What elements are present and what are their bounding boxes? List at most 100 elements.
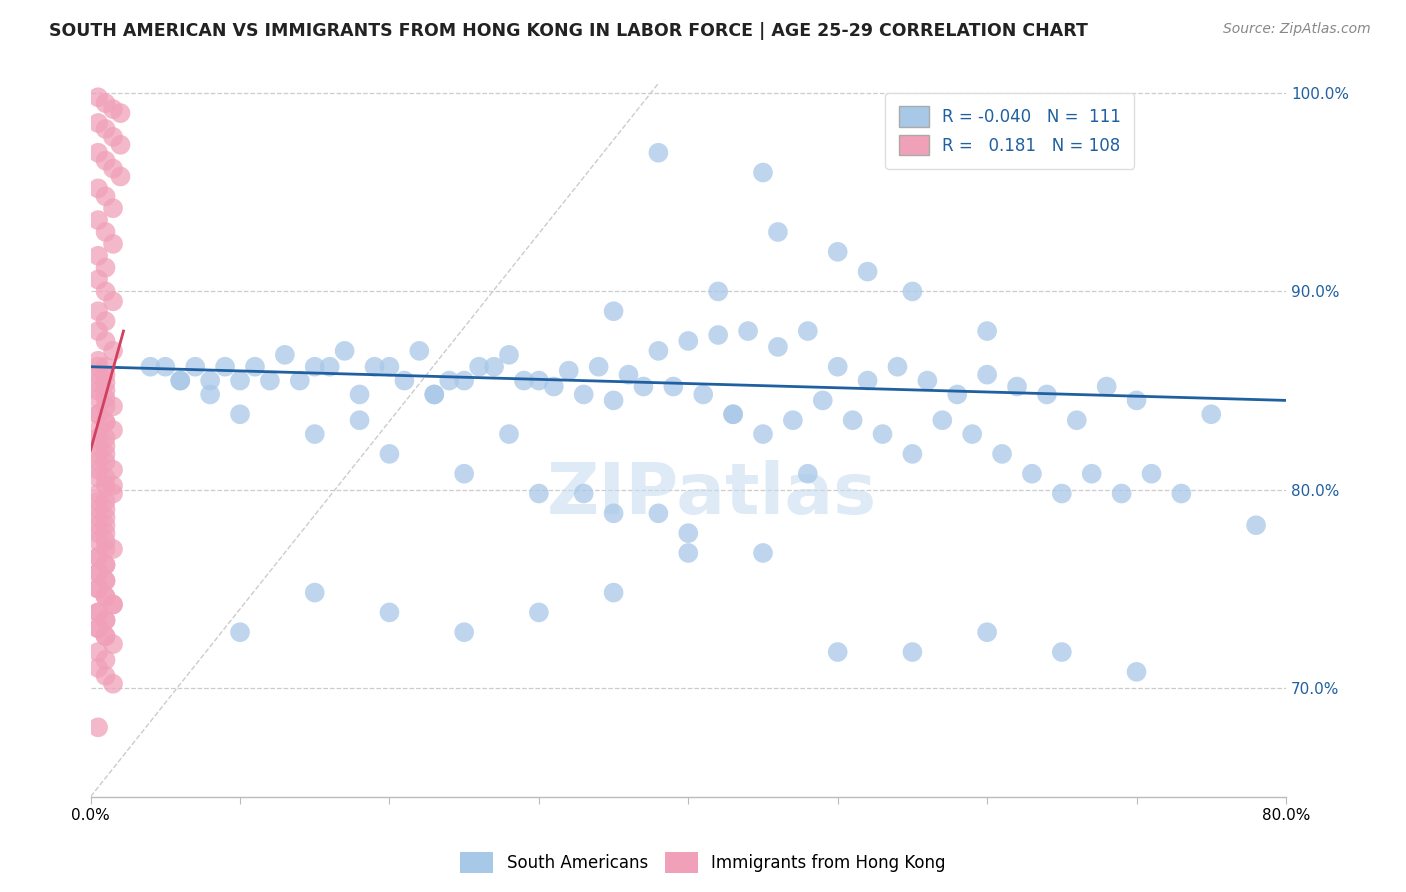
Point: [1050, 486, 1073, 500]
Point: [184, 359, 207, 374]
Point: [304, 359, 326, 374]
Point: [110, 137, 132, 152]
Point: [87, 720, 110, 734]
Point: [1199, 407, 1222, 421]
Point: [94, 439, 117, 453]
Point: [94, 518, 117, 533]
Point: [527, 606, 550, 620]
Point: [87, 526, 110, 541]
Point: [101, 486, 124, 500]
Point: [721, 407, 744, 421]
Point: [662, 379, 685, 393]
Point: [647, 506, 669, 520]
Point: [87, 566, 110, 580]
Point: [101, 129, 124, 144]
Point: [782, 413, 804, 427]
Point: [87, 494, 110, 508]
Point: [931, 413, 953, 427]
Point: [87, 471, 110, 485]
Point: [1080, 467, 1102, 481]
Point: [647, 343, 669, 358]
Point: [827, 645, 849, 659]
Point: [259, 374, 281, 388]
Point: [94, 285, 117, 299]
Point: [155, 359, 177, 374]
Point: [498, 348, 520, 362]
Point: [333, 343, 356, 358]
Point: [87, 502, 110, 516]
Point: [304, 585, 326, 599]
Point: [1005, 379, 1028, 393]
Point: [453, 625, 475, 640]
Point: [527, 486, 550, 500]
Point: [101, 541, 124, 556]
Text: Source: ZipAtlas.com: Source: ZipAtlas.com: [1223, 22, 1371, 37]
Point: [87, 272, 110, 286]
Point: [976, 324, 998, 338]
Point: [856, 374, 879, 388]
Point: [1095, 379, 1118, 393]
Point: [543, 379, 565, 393]
Point: [94, 613, 117, 627]
Point: [198, 374, 221, 388]
Point: [101, 201, 124, 215]
Point: [1125, 665, 1147, 679]
Point: [827, 359, 849, 374]
Point: [901, 285, 924, 299]
Point: [94, 447, 117, 461]
Point: [678, 526, 700, 541]
Point: [498, 427, 520, 442]
Point: [453, 467, 475, 481]
Point: [976, 368, 998, 382]
Point: [1170, 486, 1192, 500]
Point: [527, 374, 550, 388]
Point: [572, 486, 595, 500]
Point: [304, 427, 326, 442]
Point: [394, 374, 416, 388]
Point: [976, 625, 998, 640]
Point: [408, 343, 430, 358]
Point: [678, 334, 700, 348]
Point: [87, 407, 110, 421]
Point: [94, 558, 117, 572]
Point: [101, 598, 124, 612]
Point: [946, 387, 969, 401]
Point: [423, 387, 446, 401]
Point: [94, 384, 117, 398]
Point: [94, 334, 117, 348]
Point: [94, 455, 117, 469]
Point: [678, 546, 700, 560]
Point: [87, 661, 110, 675]
Point: [110, 169, 132, 184]
Point: [378, 359, 401, 374]
Point: [439, 374, 461, 388]
Point: [378, 606, 401, 620]
Point: [87, 376, 110, 390]
Point: [827, 244, 849, 259]
Point: [94, 534, 117, 549]
Point: [87, 249, 110, 263]
Point: [101, 478, 124, 492]
Point: [87, 486, 110, 500]
Point: [811, 393, 834, 408]
Point: [87, 324, 110, 338]
Point: [101, 463, 124, 477]
Point: [872, 427, 894, 442]
Point: [229, 625, 252, 640]
Point: [87, 621, 110, 635]
Point: [572, 387, 595, 401]
Point: [87, 384, 110, 398]
Point: [588, 359, 610, 374]
Point: [87, 359, 110, 374]
Point: [991, 447, 1014, 461]
Point: [94, 153, 117, 168]
Point: [917, 374, 939, 388]
Point: [229, 407, 252, 421]
Point: [349, 413, 371, 427]
Point: [766, 340, 789, 354]
Point: [87, 304, 110, 318]
Point: [214, 359, 236, 374]
Point: [752, 427, 775, 442]
Point: [87, 213, 110, 227]
Point: [94, 558, 117, 572]
